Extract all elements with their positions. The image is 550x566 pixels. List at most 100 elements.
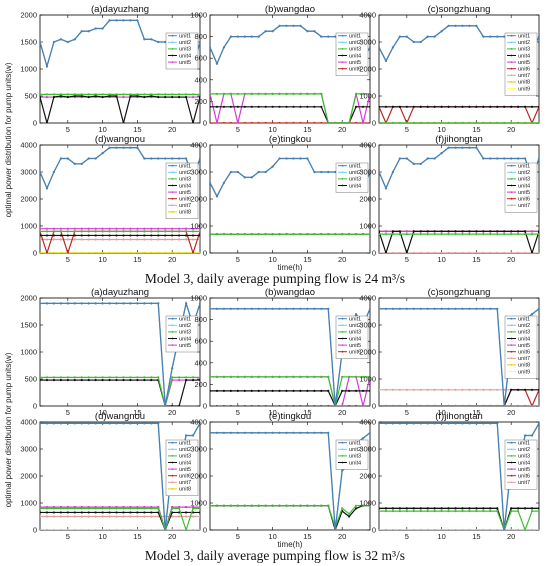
legend-entry: unit1 [179,317,191,323]
data-point [66,507,69,510]
data-point [530,507,534,510]
legend-entry: unit4 [518,336,530,342]
data-point [157,251,160,253]
data-point [59,378,62,382]
data-point [122,121,125,123]
data-point [164,93,167,96]
data-point [503,121,506,123]
legend-swatch-marker [171,448,174,451]
data-point [229,92,232,95]
data-point [489,528,492,530]
data-point [379,230,381,233]
legend-entry: unit6 [518,350,530,356]
data-point [80,94,83,98]
data-point [341,121,344,123]
data-point [87,93,90,96]
data-point [122,95,125,99]
data-point [271,233,274,236]
data-point [80,230,83,233]
data-point [210,431,212,434]
data-point [101,515,104,518]
data-point [87,511,90,514]
x-tick-label: 15 [133,408,141,417]
data-point [285,504,288,507]
legend-entry: unit4 [349,53,361,59]
data-point [384,59,388,63]
data-point [129,251,132,253]
data-point [198,376,200,379]
x-tick-label: 5 [405,125,409,134]
data-point [115,507,118,510]
data-point [66,515,69,518]
legend-swatch-marker [171,41,174,44]
data-point [150,376,153,379]
data-point [384,105,388,108]
data-point [243,121,246,123]
data-point [115,234,118,237]
data-point [136,230,139,233]
data-point [73,234,76,237]
legend-swatch-marker [510,350,513,353]
legend-entry: unit5 [349,60,361,66]
data-point [101,93,104,96]
legend-swatch-marker [171,337,174,340]
data-point [503,528,506,530]
data-point [461,233,464,236]
x-tick-label: 15 [472,125,480,134]
data-point [229,307,232,310]
data-point [215,105,219,108]
data-point [66,40,69,44]
x-tick-label: 5 [405,255,409,264]
data-point [45,234,49,237]
data-point [101,378,104,382]
data-point [40,251,42,253]
data-point [405,230,408,233]
y-tick-label: 3000 [20,168,37,177]
data-point [101,27,104,30]
data-point [433,35,436,38]
data-point [412,105,415,108]
data-point [178,528,181,530]
data-point [184,93,188,96]
data-point [496,121,499,123]
data-point [45,302,49,305]
data-point [419,404,422,406]
data-point [530,313,534,316]
data-point [59,93,62,96]
data-point [496,422,499,425]
plot-frame [209,144,371,254]
data-point [80,511,83,514]
y-tick-label: 600 [194,54,207,63]
data-point [320,35,323,38]
data-point [475,422,478,425]
data-point [348,515,351,518]
x-tick-label: 20 [168,532,176,541]
legend-entry: unit1 [349,164,361,170]
data-point [391,105,395,108]
data-point [537,35,539,38]
data-point [229,431,232,434]
data-point [115,528,118,530]
y-tick-label: 0 [372,402,376,411]
data-point [171,376,174,379]
y-tick-label: 3000 [359,445,376,454]
data-point [150,528,153,530]
y-tick-label: 0 [33,249,37,258]
data-point [40,515,42,518]
y-tick-label: 2000 [359,65,376,74]
data-point [278,24,281,27]
data-point [496,105,499,108]
y-tick-label: 0 [33,526,37,535]
data-point [210,121,212,123]
data-point [136,378,139,382]
data-point [129,515,132,518]
data-point [236,307,239,310]
legend-box [504,162,538,213]
data-point [461,422,464,425]
data-point [115,227,118,230]
data-point [537,307,539,310]
data-point [52,251,56,253]
data-point [243,176,246,179]
data-point [384,510,388,513]
y-tick-label: 2000 [359,472,376,481]
